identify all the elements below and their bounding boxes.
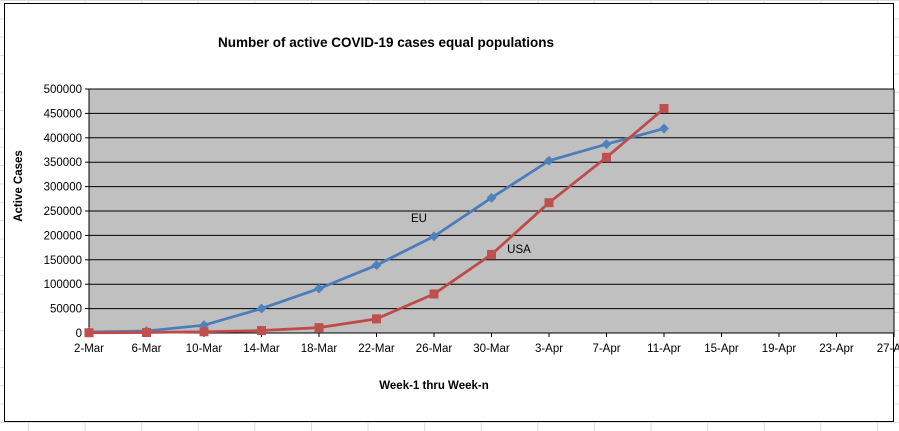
marker-diamond-eu: [486, 192, 497, 203]
x-tick-label: 15-Apr: [704, 343, 739, 355]
y-tick-label: 50000: [50, 304, 82, 316]
y-tick-label: 450000: [44, 108, 82, 120]
marker-square-usa: [372, 314, 381, 324]
y-tick-label: 100000: [44, 279, 82, 291]
marker-square-usa: [487, 249, 496, 259]
plot-border: [88, 88, 895, 334]
marker-square-usa: [84, 328, 94, 338]
x-tick-label: 11-Apr: [647, 343, 681, 355]
y-tick-label: 250000: [44, 206, 82, 218]
marker-square-usa: [199, 327, 209, 337]
x-tick-label: 22-Mar: [358, 343, 395, 355]
marker-diamond-eu: [314, 283, 324, 294]
x-tick-label: 10-Mar: [186, 343, 223, 355]
y-tick-label: 200000: [44, 230, 82, 242]
marker-square-usa: [314, 323, 324, 333]
x-tick-label: 7-Apr: [592, 343, 620, 355]
y-axis-title: Active Cases: [13, 150, 25, 222]
marker-square-usa: [142, 328, 151, 338]
x-tick-label: 2-Mar: [74, 343, 104, 355]
marker-diamond-eu: [544, 155, 554, 166]
y-tick-label: 0: [76, 328, 82, 340]
x-tick-label: 18-Mar: [301, 343, 338, 355]
x-tick-label: 3-Apr: [535, 343, 563, 355]
y-tick-label: 150000: [44, 255, 82, 267]
marker-diamond-eu: [429, 231, 439, 242]
x-tick-label: 23-Apr: [819, 343, 854, 355]
marker-diamond-eu: [371, 260, 382, 271]
series-label-usa: USA: [507, 244, 531, 256]
x-tick-label: 19-Apr: [762, 343, 797, 355]
marker-diamond-eu: [659, 123, 669, 134]
y-tick-label: 500000: [44, 84, 82, 96]
marker-square-usa: [429, 289, 439, 299]
chart-title: Number of active COVID-19 cases equal po…: [217, 35, 555, 50]
x-axis-title: Week-1 thru Week-n: [379, 380, 489, 392]
marker-square-usa: [544, 198, 554, 208]
x-tick-label: 30-Mar: [473, 343, 510, 355]
y-tick-label: 400000: [44, 133, 82, 145]
marker-square-usa: [602, 152, 611, 162]
x-tick-label: 14-Mar: [243, 343, 280, 355]
marker-square-usa: [257, 326, 266, 336]
x-tick-label: 27-Apr: [877, 343, 899, 355]
marker-square-usa: [659, 104, 669, 114]
chart-object[interactable]: Number of active COVID-19 cases equal po…: [4, 3, 899, 422]
x-tick-label: 26-Mar: [416, 343, 453, 355]
x-tick-label: 6-Mar: [131, 343, 161, 355]
marker-diamond-eu: [601, 139, 612, 150]
series-label-eu: EU: [411, 213, 427, 225]
plot-area: 0 50000 100000 150000 200000 250000 300000 3500…: [44, 84, 899, 355]
y-tick-label: 300000: [44, 182, 82, 194]
y-tick-label: 350000: [44, 157, 82, 169]
